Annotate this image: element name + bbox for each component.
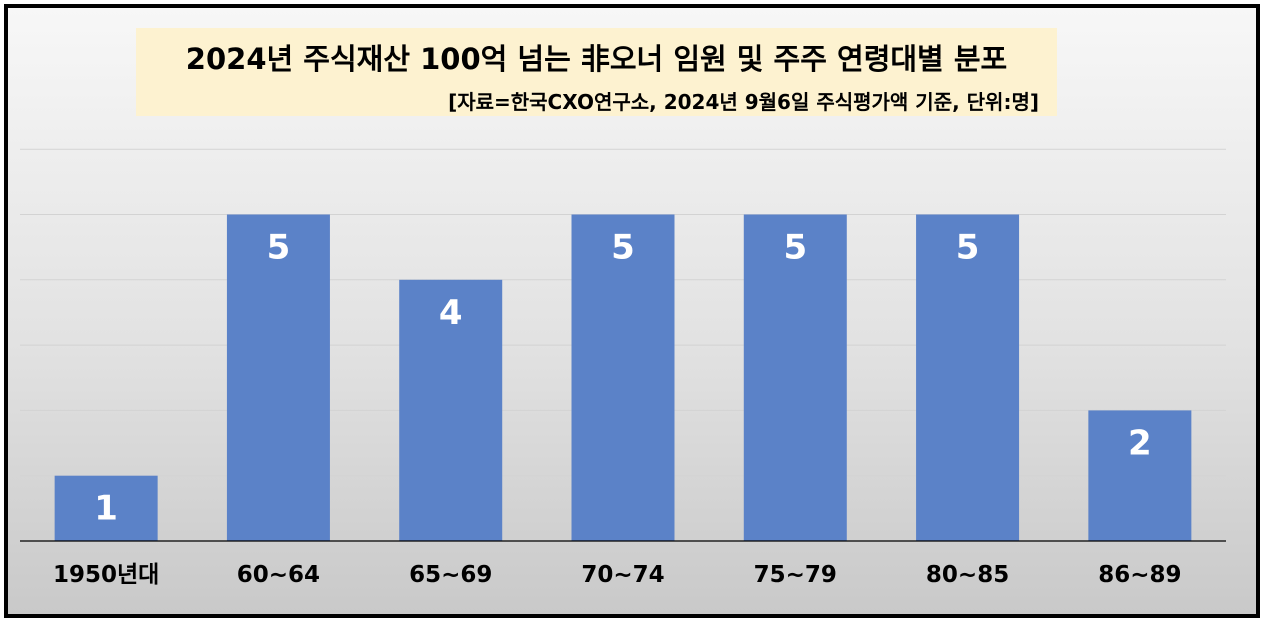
x-tick-label: 70~74 xyxy=(581,562,664,588)
x-tick-label: 86~89 xyxy=(1098,562,1181,588)
x-tick-label: 80~85 xyxy=(926,562,1009,588)
data-label: 4 xyxy=(439,293,463,333)
chart-frame: 1 5 4 5 5 5 2 1950년대 60~64 65~69 70~74 75~79 80~85 8… xyxy=(4,4,1260,618)
x-tick-label: 60~64 xyxy=(237,562,320,588)
bar-chart: 1 5 4 5 5 5 2 1950년대 60~64 65~69 70~74 75~79 80~85 8… xyxy=(20,148,1226,588)
bar xyxy=(399,279,503,541)
bars xyxy=(54,214,1192,541)
data-labels: 1 5 4 5 5 5 2 xyxy=(94,228,1151,529)
x-tick-labels: 1950년대 60~64 65~69 70~74 75~79 80~85 86~89 xyxy=(53,562,1182,588)
x-tick-label: 75~79 xyxy=(754,562,837,588)
data-label: 5 xyxy=(783,228,807,268)
chart-title: 2024년 주식재산 100억 넘는 非오너 임원 및 주주 연령대별 분포 xyxy=(185,42,1008,76)
bar xyxy=(743,214,847,541)
title-box: 2024년 주식재산 100억 넘는 非오너 임원 및 주주 연령대별 분포 [… xyxy=(136,28,1057,116)
data-label: 5 xyxy=(611,228,635,268)
data-label: 2 xyxy=(1128,423,1152,463)
x-tick-label: 65~69 xyxy=(409,562,492,588)
bar xyxy=(54,475,158,541)
chart-subtitle: [자료=한국CXO연구소, 2024년 9월6일 주식평가액 기준, 단위:명] xyxy=(448,90,1039,114)
bar xyxy=(571,214,675,541)
data-label: 5 xyxy=(267,228,291,268)
bar xyxy=(916,214,1020,541)
bar xyxy=(226,214,330,541)
bar xyxy=(1088,410,1192,541)
data-label: 5 xyxy=(956,228,980,268)
data-label: 1 xyxy=(94,489,118,529)
x-tick-label: 1950년대 xyxy=(53,562,159,588)
